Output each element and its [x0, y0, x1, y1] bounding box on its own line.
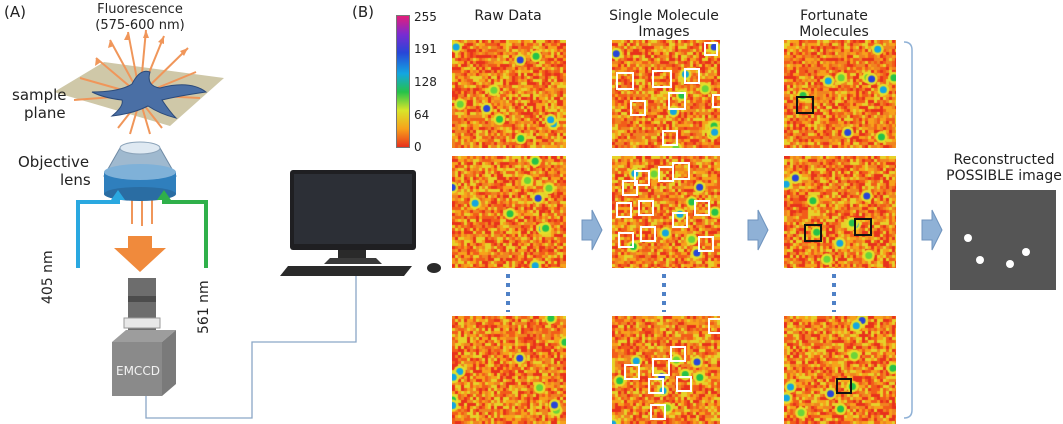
fortunate-molecule-box: [804, 224, 822, 242]
emccd-camera: [112, 342, 162, 396]
colorbar-tick: 0: [414, 140, 422, 154]
col-header-fortunate-2: Molecules: [799, 24, 869, 40]
microscopy-frame: [784, 40, 896, 148]
fortunate-molecule-box: [836, 378, 852, 394]
molecule-box: [652, 70, 672, 88]
sample-plane-label-1: sample: [12, 86, 67, 104]
microscopy-frame: [612, 316, 720, 424]
molecule-box: [630, 100, 646, 116]
sample-plane-label-2: plane: [24, 104, 66, 122]
molecule-box: [672, 212, 688, 228]
microscopy-frame: [452, 156, 566, 268]
microscopy-frame: [452, 40, 566, 148]
molecule-box: [676, 376, 692, 392]
molecule-box: [616, 72, 634, 90]
fluorescence-title: Fluorescence: [97, 2, 183, 17]
keyboard: [280, 266, 412, 276]
microscopy-frame: [612, 156, 720, 268]
colorbar-tick: 128: [414, 75, 437, 89]
fluorophore-shape: [91, 70, 208, 119]
colorbar: [396, 15, 410, 148]
col-header-single-2: Images: [638, 24, 690, 40]
microscopy-frame: [784, 156, 896, 268]
molecule-box: [638, 200, 654, 216]
fortunate-molecule-box: [854, 218, 872, 236]
reconstructed-image: [950, 190, 1056, 290]
molecule-box: [634, 170, 650, 186]
panel-a-label: (A): [4, 3, 26, 21]
molecule-box: [668, 92, 686, 110]
camera-cable: [145, 276, 357, 419]
molecule-box: [698, 236, 714, 252]
molecule-box: [640, 226, 656, 242]
molecule-box: [616, 202, 632, 218]
microscopy-frame: [452, 316, 566, 424]
panel-b-label: (B): [352, 3, 374, 21]
col-header-single-1: Single Molecule: [609, 8, 719, 24]
mouse: [427, 263, 441, 273]
molecule-box: [662, 130, 678, 146]
molecule-box: [694, 200, 710, 216]
molecule-box: [672, 162, 690, 180]
molecule-box: [708, 318, 720, 334]
molecule-box: [618, 232, 634, 248]
objective-label-1: Objective: [18, 153, 90, 171]
molecule-box: [712, 94, 720, 108]
block-arrow: [747, 209, 769, 251]
molecule-box: [684, 68, 700, 84]
microscopy-frame: [784, 316, 896, 424]
molecule-box: [650, 404, 666, 420]
block-arrow: [581, 209, 603, 251]
objective-label-2: lens: [60, 171, 91, 189]
molecule-box: [652, 358, 670, 376]
emission-down-arrow: [114, 236, 166, 272]
microscopy-frame: [612, 40, 720, 148]
fluorescence-range: (575-600 nm): [95, 18, 185, 33]
molecule-box: [622, 180, 638, 196]
bracket: [903, 41, 913, 419]
col-header-fortunate-1: Fortunate: [800, 8, 868, 24]
emccd-label: EMCCD: [116, 364, 160, 378]
block-arrow: [921, 209, 943, 251]
fortunate-molecule-box: [796, 96, 814, 114]
colorbar-tick: 191: [414, 42, 437, 56]
reconstructed-label-2: POSSIBLE image: [946, 168, 1062, 184]
col-header-raw: Raw Data: [474, 8, 542, 24]
colorbar-tick: 64: [414, 108, 430, 122]
colorbar-tick: 255: [414, 10, 437, 24]
molecule-box: [670, 346, 686, 362]
molecule-box: [704, 42, 718, 56]
molecule-box: [648, 378, 664, 394]
reconstructed-label-1: Reconstructed: [953, 152, 1055, 168]
molecule-box: [624, 364, 640, 380]
